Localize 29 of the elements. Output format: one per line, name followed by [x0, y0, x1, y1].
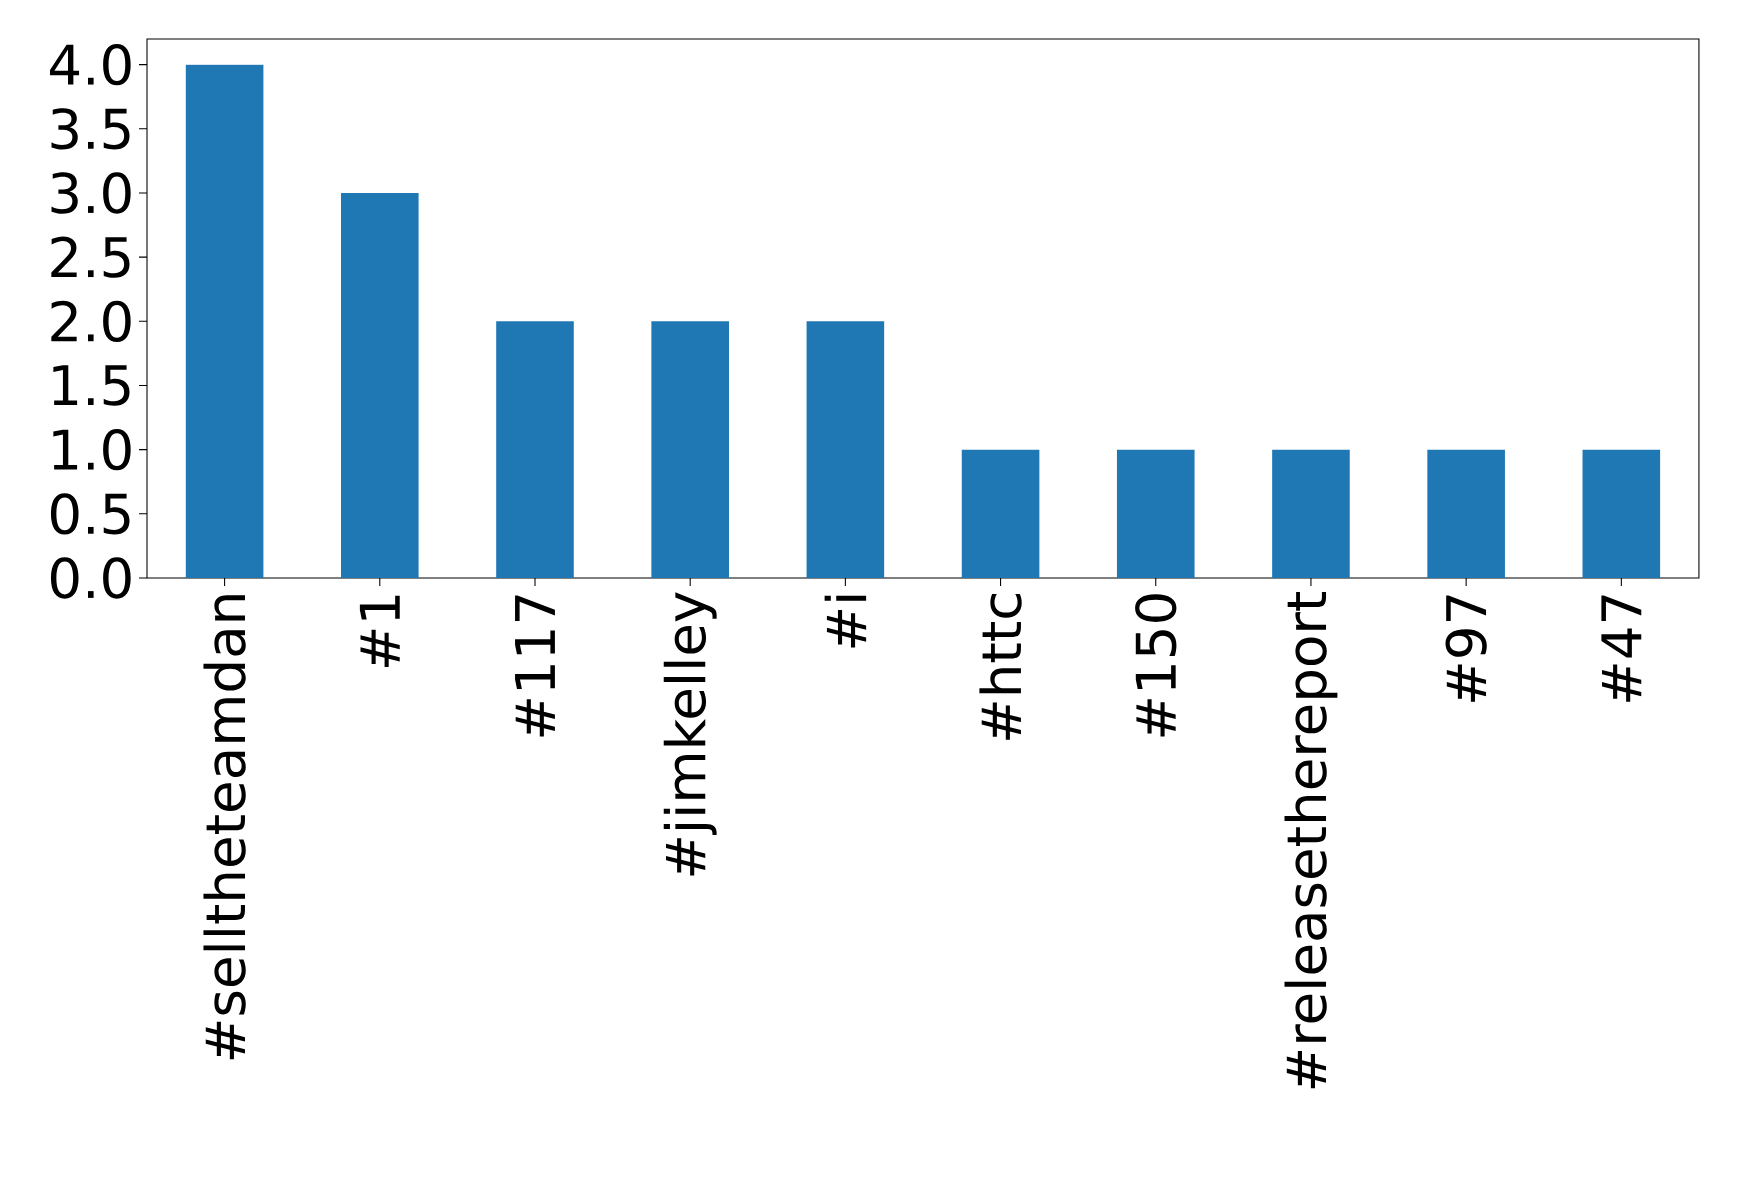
bar	[496, 321, 574, 578]
y-tick-label: 1.5	[53, 365, 130, 406]
y-tick-label: 3.0	[51, 172, 131, 214]
bar	[806, 321, 885, 578]
bar	[185, 64, 264, 578]
y-tick-label: 4.0	[50, 43, 131, 86]
x-tick-label: #150	[1135, 594, 1177, 737]
y-tick-label: 1.0	[53, 428, 131, 471]
bar	[341, 192, 419, 578]
y-tick-label: 0.0	[50, 557, 131, 599]
x-tick-label: #releasethereport	[1284, 592, 1338, 1089]
x-tick-label: #117	[515, 595, 555, 737]
bar	[1272, 449, 1350, 578]
y-tick-label: 0.5	[50, 493, 130, 535]
y-tick-label: 2.5	[51, 236, 130, 278]
bar	[651, 321, 729, 578]
x-tick-label: #1	[359, 595, 400, 668]
bar	[961, 449, 1040, 578]
x-tick-label: #selltheteamdan	[203, 595, 246, 1060]
x-tick-label: #97	[1445, 595, 1487, 702]
x-tick-label: #jimkelley	[663, 592, 717, 876]
x-tick-label: #47	[1601, 595, 1642, 702]
bar	[1427, 449, 1505, 578]
x-tick-label: #i	[824, 595, 867, 648]
bar	[1582, 449, 1661, 578]
y-tick-label: 2.0	[51, 300, 131, 342]
x-tick-label: #httc	[979, 594, 1022, 740]
y-tick-label: 3.5	[51, 108, 130, 150]
bar	[1116, 449, 1195, 578]
